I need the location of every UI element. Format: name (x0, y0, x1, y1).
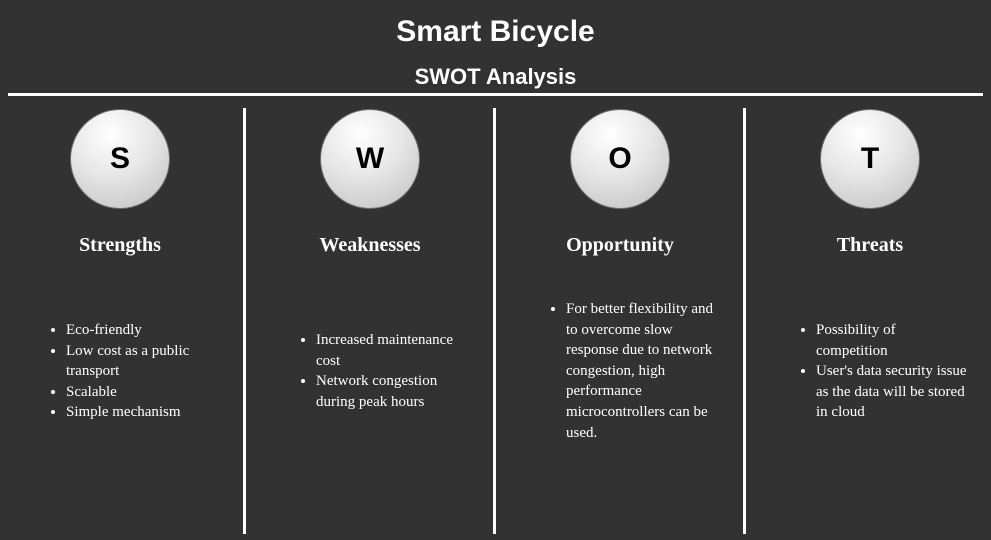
column-divider-1 (243, 108, 246, 534)
list-item: Possibility of competition (816, 320, 970, 361)
column-divider-2 (493, 108, 496, 534)
list-item: Network congestion during peak hours (316, 371, 470, 412)
swot-column-threats: T Threats Possibility of competition Use… (750, 100, 991, 540)
threats-list: Possibility of competition User's data s… (750, 320, 970, 423)
swot-column-weaknesses: W Weaknesses Increased maintenance cost … (250, 100, 500, 540)
opportunity-list: For better flexibility and to overcome s… (500, 299, 720, 443)
weaknesses-letter-circle: W (320, 109, 420, 209)
list-item: Simple mechanism (66, 402, 220, 423)
threats-heading: Threats (836, 234, 904, 256)
weaknesses-list: Increased maintenance cost Network conge… (250, 330, 470, 412)
title-divider (8, 93, 983, 96)
list-item: Eco-friendly (66, 320, 220, 341)
strengths-list: Eco-friendly Low cost as a public transp… (0, 320, 220, 423)
list-item: User's data security issue as the data w… (816, 361, 970, 423)
strengths-letter-circle: S (70, 109, 170, 209)
swot-column-strengths: S Strengths Eco-friendly Low cost as a p… (0, 100, 250, 540)
swot-column-opportunity: O Opportunity For better flexibility and… (500, 100, 750, 540)
opportunity-letter-circle: O (570, 109, 670, 209)
column-divider-3 (743, 108, 746, 534)
weaknesses-heading: Weaknesses (319, 234, 421, 256)
list-item: Scalable (66, 382, 220, 403)
threats-letter-circle: T (820, 109, 920, 209)
page-subtitle: SWOT Analysis (414, 64, 577, 89)
strengths-heading: Strengths (79, 234, 161, 256)
list-item: Increased maintenance cost (316, 330, 470, 371)
page-title: Smart Bicycle (396, 15, 595, 48)
list-item: Low cost as a public transport (66, 341, 220, 382)
list-item: For better flexibility and to overcome s… (566, 299, 720, 443)
opportunity-heading: Opportunity (566, 234, 674, 256)
